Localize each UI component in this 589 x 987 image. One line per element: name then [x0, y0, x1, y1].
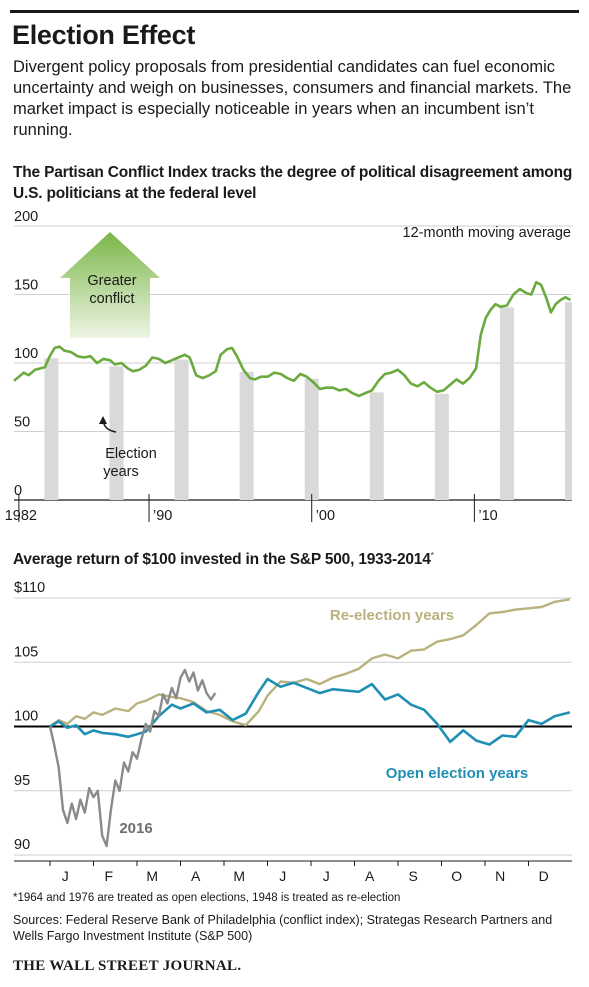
series-label: Re-election years — [330, 607, 454, 624]
election-year-bar — [44, 358, 59, 500]
series-label: 2016 — [119, 820, 152, 837]
y-tick-label: 50 — [14, 415, 30, 431]
arrow-label-line1: Greater — [87, 273, 136, 289]
chart1-note: 12-month moving average — [403, 225, 571, 241]
top-rule — [10, 10, 579, 13]
x-tick-label: 1982 — [5, 508, 37, 524]
election-year-bar — [369, 392, 384, 500]
greater-conflict-arrow: Greater conflict — [60, 232, 160, 338]
arrow-label-line2: conflict — [89, 291, 134, 307]
election-year-bar — [304, 378, 319, 500]
election-year-bar — [239, 371, 254, 500]
publisher-logo: THE WALL STREET JOURNAL. — [13, 958, 242, 974]
y-tick-label: 105 — [14, 644, 38, 660]
election-label-line1: Election — [105, 446, 157, 462]
footnote-marker: * — [430, 551, 434, 560]
y-tick-label: 95 — [14, 773, 30, 789]
footnote: *1964 and 1976 are treated as open elect… — [13, 892, 401, 904]
election-year-bar — [434, 393, 449, 500]
series-line — [49, 598, 571, 728]
x-tick-label: ’10 — [478, 508, 497, 524]
y-tick-label: 150 — [14, 278, 38, 294]
x-tick-label: F — [104, 868, 113, 884]
headline: Election Effect — [12, 20, 196, 50]
x-tick-label: ’00 — [316, 508, 335, 524]
x-tick-label: N — [495, 868, 505, 884]
chart2-series-labels: Re-election years Open election years 2016 — [119, 607, 528, 837]
x-tick-label: ’90 — [153, 508, 172, 524]
sp500-returns-chart: 90 95 100 105 $110 J F M A M J J A S O N D Re-election … — [14, 580, 572, 884]
dek: Divergent policy proposals from presiden… — [13, 58, 572, 139]
y-tick-label: 90 — [14, 837, 30, 853]
election-year-bar — [565, 301, 572, 500]
y-tick-label: $110 — [14, 580, 45, 596]
election-years-label: Election years — [99, 416, 157, 480]
x-tick-label: J — [323, 868, 330, 884]
x-tick-label: O — [451, 868, 462, 884]
x-tick-label: S — [409, 868, 418, 884]
x-tick-label: A — [365, 868, 375, 884]
series-line — [49, 677, 571, 746]
series-label: Open election years — [386, 765, 529, 782]
x-tick-label: J — [279, 868, 286, 884]
y-tick-label: 100 — [14, 346, 38, 362]
chart2-title-text: Average return of $100 invested in the S… — [13, 551, 431, 569]
y-tick-label: 100 — [14, 709, 38, 725]
x-tick-label: M — [233, 868, 245, 884]
election-year-bar — [109, 366, 124, 500]
conflict-index-line — [13, 280, 572, 398]
x-tick-label: A — [191, 868, 201, 884]
chart1-series — [13, 280, 572, 398]
sources: Sources: Federal Reserve Bank of Philade… — [13, 913, 553, 943]
chart2-series — [48, 598, 571, 848]
x-tick-label: M — [146, 868, 158, 884]
election-year-bar — [174, 359, 189, 500]
chart2-gridlines: 90 95 100 105 $110 — [14, 580, 572, 856]
chart1-title: The Partisan Conflict Index tracks the d… — [13, 164, 573, 202]
y-tick-label: 0 — [14, 483, 22, 499]
up-arrow-icon — [60, 232, 160, 338]
arrowhead-icon — [99, 416, 107, 424]
x-tick-label: J — [62, 868, 69, 884]
chart1-gridlines: 0 50 100 150 200 — [14, 209, 572, 501]
election-year-bar — [499, 307, 514, 500]
x-tick-label: D — [539, 868, 549, 884]
series-line — [48, 668, 217, 848]
chart1-election-bars — [44, 301, 572, 500]
y-tick-label: 200 — [14, 209, 38, 225]
chart1-axes: 1982 ’90 ’00 ’10 — [5, 494, 498, 524]
conflict-index-chart: 0 50 100 150 200 Greater conflict 1982 ’90 ’00… — [5, 209, 572, 524]
chart2-title: Average return of $100 invested in the S… — [13, 545, 434, 570]
election-label-line2: years — [103, 464, 138, 480]
